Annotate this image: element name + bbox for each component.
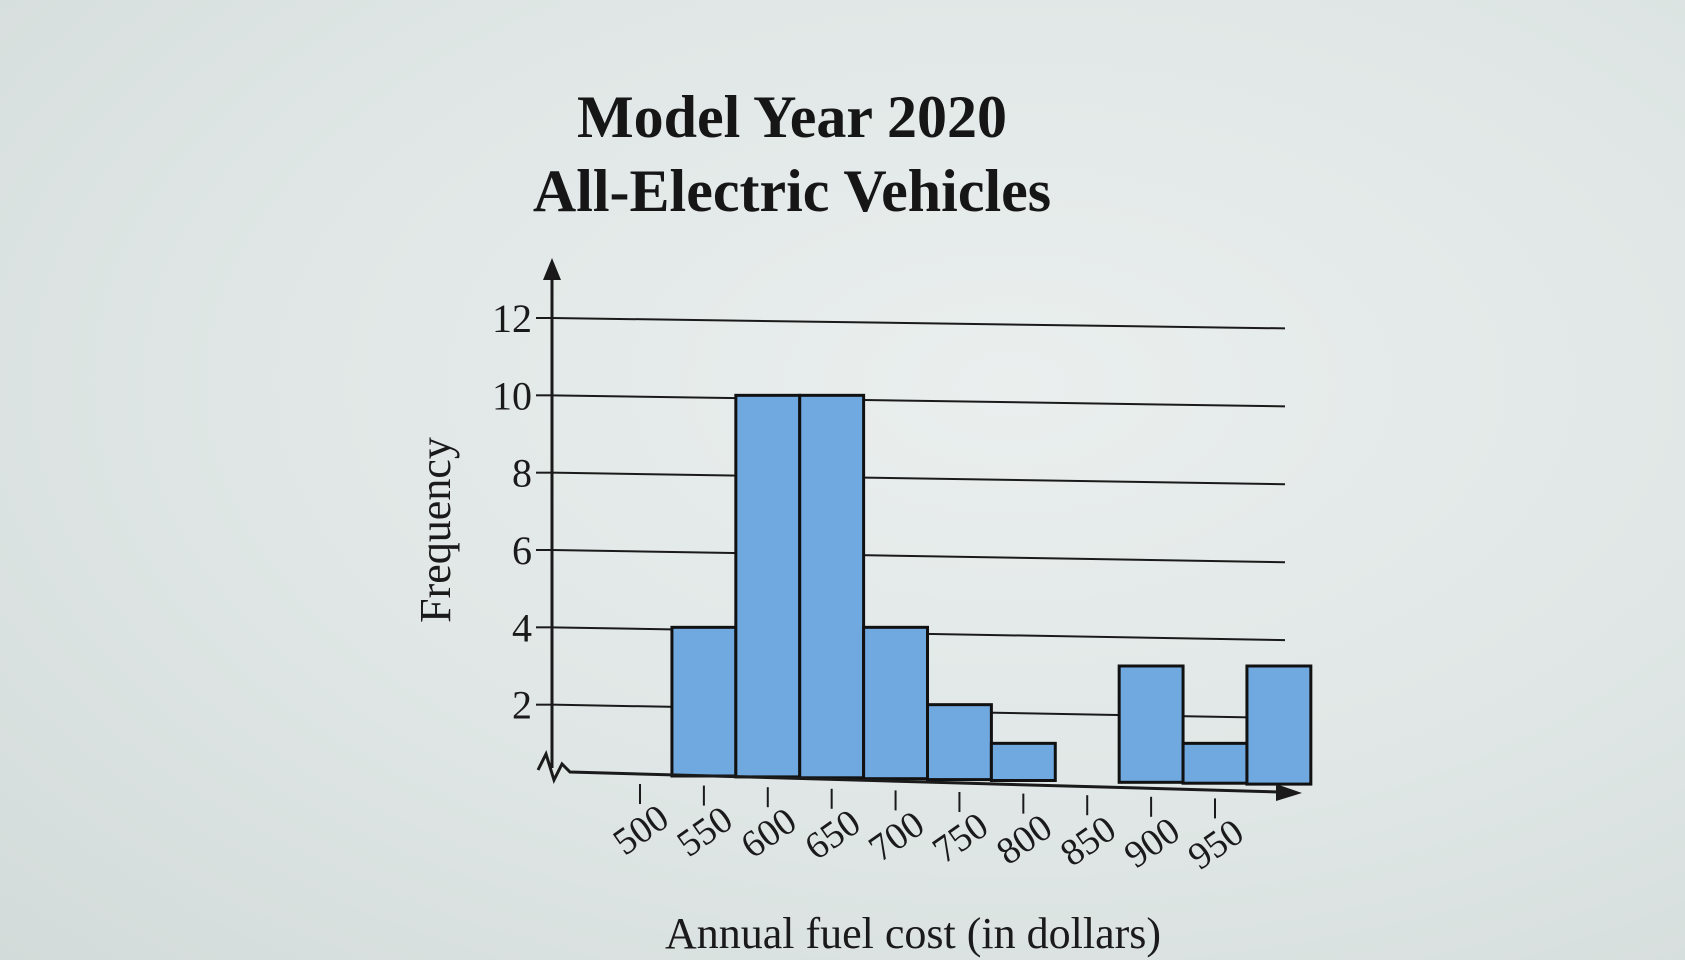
x-tick-label: 800 xyxy=(989,806,1060,873)
histogram-bar xyxy=(1181,741,1249,785)
x-tick-label: 850 xyxy=(1053,808,1124,875)
chart-title-line-2: All-Electric Vehicles xyxy=(532,158,1052,224)
x-tick-label: 550 xyxy=(670,798,741,865)
y-tick-label: 6 xyxy=(512,528,532,573)
x-tick-label: 950 xyxy=(1181,811,1252,878)
histogram-bar xyxy=(1117,664,1185,784)
x-tick-label: 700 xyxy=(861,803,932,870)
x-axis-arrow xyxy=(1276,784,1302,801)
histogram-bar xyxy=(798,393,866,780)
x-tick-label: 500 xyxy=(606,797,677,864)
x-tick-label: 750 xyxy=(925,805,996,872)
y-axis: 2 4 6 8 10 12 xyxy=(492,258,561,768)
x-tick-label: 900 xyxy=(1117,809,1188,876)
bars xyxy=(670,393,1313,786)
x-tick-label: 600 xyxy=(734,800,805,867)
histogram-bar xyxy=(989,741,1057,782)
y-tick-label: 10 xyxy=(492,373,532,418)
x-axis-label: Annual fuel cost (in dollars) xyxy=(665,909,1161,958)
y-axis-arrow xyxy=(543,258,561,280)
x-axis-line xyxy=(536,749,1281,794)
chart-title-line-1: Model Year 2020 xyxy=(577,84,1007,150)
histogram-bar xyxy=(926,703,993,782)
gridline xyxy=(551,394,1286,408)
x-tick-label: 650 xyxy=(797,801,868,868)
gridline xyxy=(551,549,1286,564)
histogram-bar xyxy=(1245,664,1313,786)
gridline xyxy=(551,317,1286,330)
gridline xyxy=(551,471,1286,486)
histogram-bar xyxy=(670,625,738,778)
y-tick-label: 8 xyxy=(512,451,532,496)
chart-title: Model Year 2020 All-Electric Vehicles xyxy=(0,80,1685,228)
y-tick-label: 12 xyxy=(492,296,532,341)
y-tick-label: 2 xyxy=(512,683,532,728)
histogram-bar xyxy=(734,393,802,779)
y-axis-label: Frequency xyxy=(411,437,460,623)
y-tick-label: 4 xyxy=(512,605,532,650)
histogram-bar xyxy=(862,625,929,781)
